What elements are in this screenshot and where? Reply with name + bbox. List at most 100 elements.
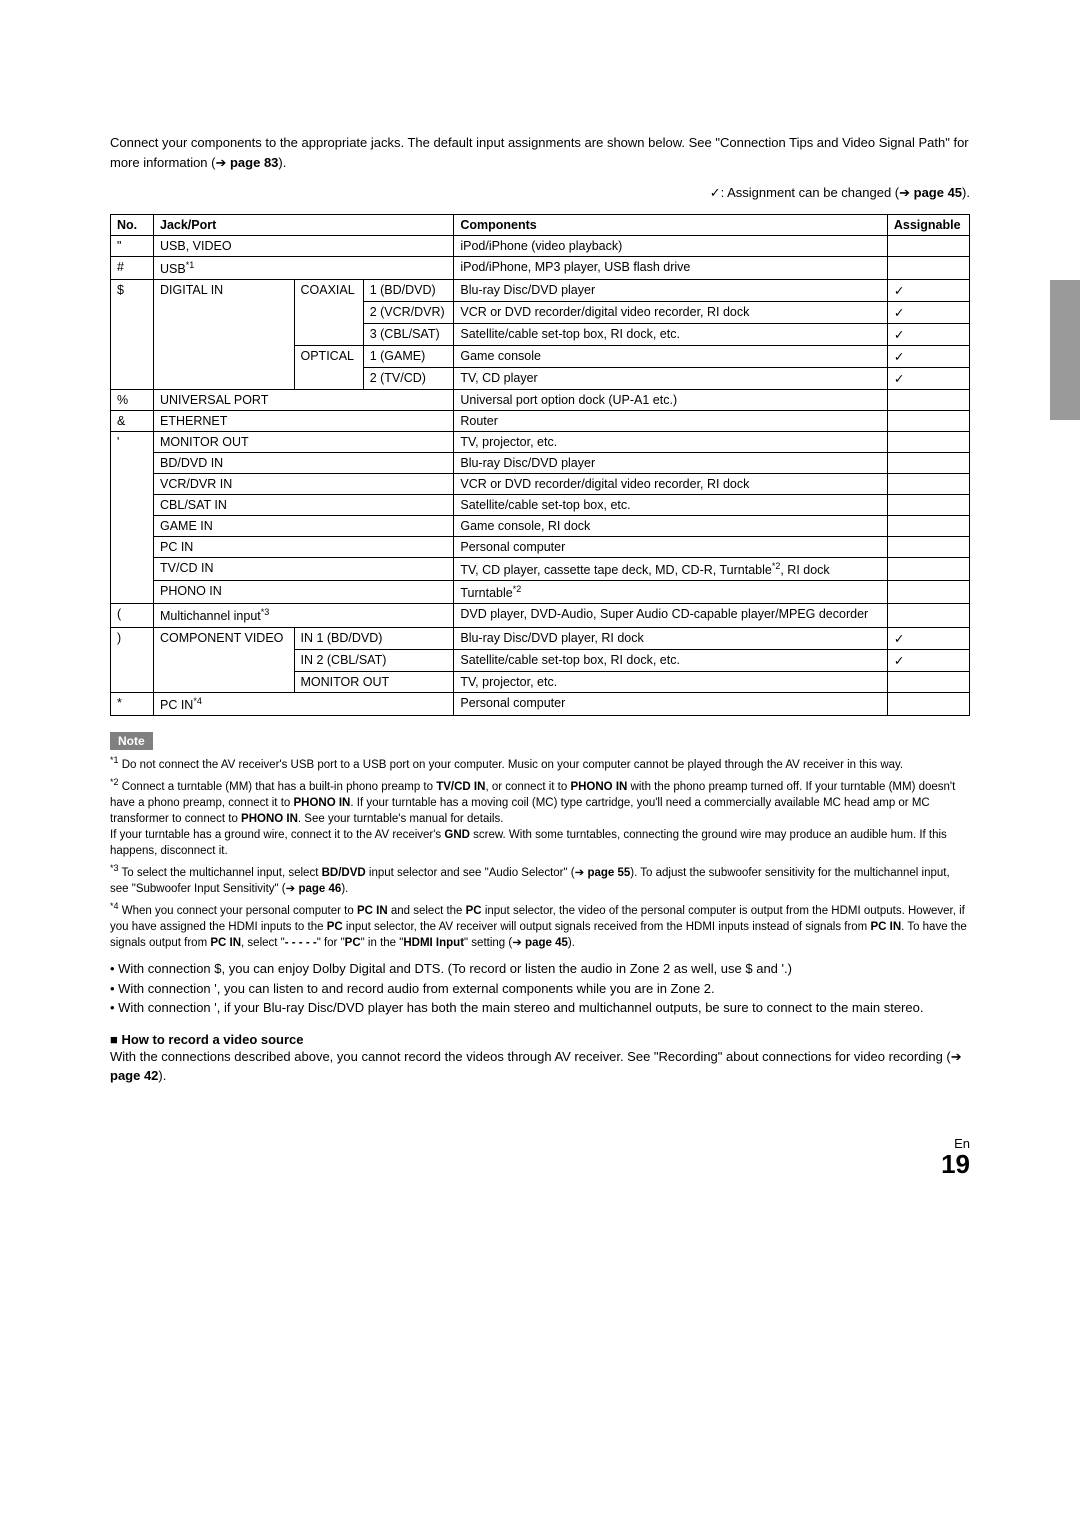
body-note-1: • With connection $, you can enjoy Dolby… <box>110 959 970 979</box>
cell-jack2: COAXIAL <box>294 280 363 346</box>
cell-no: ' <box>111 432 154 604</box>
cell-jack: UNIVERSAL PORT <box>154 390 454 411</box>
cell-assign: ✓ <box>887 346 969 368</box>
cell-jack2: IN 1 (BD/DVD) <box>294 627 454 649</box>
cell-jack: PC IN <box>154 537 454 558</box>
body-note-3: • With connection ', if your Blu-ray Dis… <box>110 998 970 1018</box>
cell-assign: ✓ <box>887 649 969 671</box>
assign-note-page: page 45 <box>914 185 962 200</box>
cell-comp: DVD player, DVD-Audio, Super Audio CD-ca… <box>454 604 888 627</box>
intro-text-a: Connect your components to the appropria… <box>110 135 715 150</box>
intro-text-d: ). <box>278 155 286 170</box>
cell-jack3: 3 (CBL/SAT) <box>363 324 454 346</box>
cell-comp: VCR or DVD recorder/digital video record… <box>454 474 888 495</box>
cell-comp: Blu-ray Disc/DVD player <box>454 453 888 474</box>
cell-comp: Satellite/cable set-top box, RI dock, et… <box>454 649 888 671</box>
table-row: PC IN Personal computer <box>111 537 970 558</box>
table-row: ' MONITOR OUT TV, projector, etc. <box>111 432 970 453</box>
cell-assign <box>887 537 969 558</box>
cell-comp: Blu-ray Disc/DVD player, RI dock <box>454 627 888 649</box>
col-components: Components <box>454 215 888 236</box>
cell-jack3: 2 (TV/CD) <box>363 368 454 390</box>
cell-assign <box>887 453 969 474</box>
cell-jack: CBL/SAT IN <box>154 495 454 516</box>
cell-comp: Personal computer <box>454 692 888 715</box>
cell-comp: iPod/iPhone (video playback) <box>454 236 888 257</box>
cell-jack3: 1 (BD/DVD) <box>363 280 454 302</box>
cell-no: # <box>111 257 154 280</box>
cell-jack: USB, VIDEO <box>154 236 454 257</box>
cell-jack: GAME IN <box>154 516 454 537</box>
cell-assign: ✓ <box>887 280 969 302</box>
how-to-body: With the connections described above, yo… <box>110 1047 970 1086</box>
footnote-2: *2 Connect a turntable (MM) that has a b… <box>110 776 970 859</box>
cell-no: % <box>111 390 154 411</box>
cell-comp: Game console, RI dock <box>454 516 888 537</box>
cell-assign <box>887 692 969 715</box>
body-notes: • With connection $, you can enjoy Dolby… <box>110 959 970 1018</box>
cell-assign <box>887 432 969 453</box>
cell-comp: TV, projector, etc. <box>454 432 888 453</box>
cell-assign: ✓ <box>887 368 969 390</box>
table-row: ( Multichannel input*3 DVD player, DVD-A… <box>111 604 970 627</box>
cell-jack3: 2 (VCR/DVR) <box>363 302 454 324</box>
cell-assign <box>887 236 969 257</box>
cell-no: " <box>111 236 154 257</box>
intro-paragraph: Connect your components to the appropria… <box>110 133 970 172</box>
cell-comp: Satellite/cable set-top box, etc. <box>454 495 888 516</box>
cell-comp: TV, CD player, cassette tape deck, MD, C… <box>454 558 888 581</box>
cell-jack: BD/DVD IN <box>154 453 454 474</box>
cell-assign: ✓ <box>887 324 969 346</box>
connections-table: No. Jack/Port Components Assignable " US… <box>110 214 970 716</box>
intro-page-ref: page 83 <box>230 155 278 170</box>
footnotes: *1 Do not connect the AV receiver's USB … <box>110 754 970 951</box>
cell-comp: iPod/iPhone, MP3 player, USB flash drive <box>454 257 888 280</box>
cell-assign <box>887 257 969 280</box>
cell-jack2: MONITOR OUT <box>294 671 454 692</box>
cell-no: & <box>111 411 154 432</box>
cell-no: * <box>111 692 154 715</box>
cell-jack1: DIGITAL IN <box>154 280 295 390</box>
cell-comp: Personal computer <box>454 537 888 558</box>
cell-comp: TV, CD player <box>454 368 888 390</box>
table-row: # USB*1 iPod/iPhone, MP3 player, USB fla… <box>111 257 970 280</box>
cell-jack2: IN 2 (CBL/SAT) <box>294 649 454 671</box>
cell-assign <box>887 581 969 604</box>
side-tab <box>1050 280 1080 420</box>
cell-comp: Blu-ray Disc/DVD player <box>454 280 888 302</box>
cell-comp: Satellite/cable set-top box, RI dock, et… <box>454 324 888 346</box>
cell-no: ) <box>111 627 154 692</box>
table-row: BD/DVD IN Blu-ray Disc/DVD player <box>111 453 970 474</box>
cell-no: ( <box>111 604 154 627</box>
table-row: PHONO IN Turntable*2 <box>111 581 970 604</box>
table-row: GAME IN Game console, RI dock <box>111 516 970 537</box>
table-row: & ETHERNET Router <box>111 411 970 432</box>
table-row: * PC IN*4 Personal computer <box>111 692 970 715</box>
col-no: No. <box>111 215 154 236</box>
cell-jack: ETHERNET <box>154 411 454 432</box>
cell-jack1: COMPONENT VIDEO <box>154 627 295 692</box>
assignment-note: ✓: Assignment can be changed (➔ page 45)… <box>110 185 970 201</box>
cell-no: $ <box>111 280 154 390</box>
cell-comp: Universal port option dock (UP-A1 etc.) <box>454 390 888 411</box>
cell-assign <box>887 558 969 581</box>
cell-jack: MONITOR OUT <box>154 432 454 453</box>
cell-assign: ✓ <box>887 627 969 649</box>
cell-comp: Router <box>454 411 888 432</box>
footnote-4: *4 When you connect your personal comput… <box>110 900 970 951</box>
cell-assign <box>887 390 969 411</box>
cell-jack: Multichannel input*3 <box>154 604 454 627</box>
footnote-1: *1 Do not connect the AV receiver's USB … <box>110 754 970 773</box>
cell-jack3: 1 (GAME) <box>363 346 454 368</box>
cell-jack: TV/CD IN <box>154 558 454 581</box>
cell-assign <box>887 474 969 495</box>
cell-assign <box>887 516 969 537</box>
intro-ref: "Connection Tips and Video Signal Path" <box>715 135 949 150</box>
cell-assign: ✓ <box>887 302 969 324</box>
cell-jack2: OPTICAL <box>294 346 363 390</box>
table-row: VCR/DVR IN VCR or DVD recorder/digital v… <box>111 474 970 495</box>
footnote-3: *3 To select the multichannel input, sel… <box>110 862 970 897</box>
cell-assign <box>887 495 969 516</box>
cell-jack: VCR/DVR IN <box>154 474 454 495</box>
table-row: CBL/SAT IN Satellite/cable set-top box, … <box>111 495 970 516</box>
